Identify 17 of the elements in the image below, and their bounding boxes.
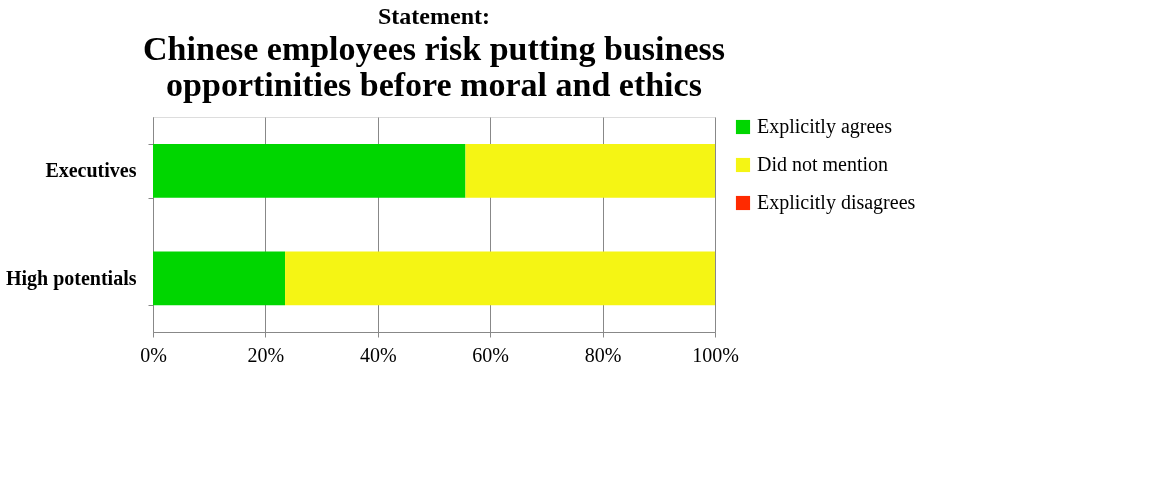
x-tick-label: 100% xyxy=(692,343,739,366)
chart-subtitle: Statement: xyxy=(378,3,490,29)
x-tick-label: 20% xyxy=(247,343,285,366)
bar xyxy=(465,143,715,198)
bar xyxy=(153,251,286,306)
legend-label: Did not mention xyxy=(757,153,889,175)
x-tick-label: 80% xyxy=(584,343,622,366)
x-tick-label: 60% xyxy=(472,343,510,366)
chart-title: Chinese employees risk putting business opportinities before moral and ethics xyxy=(143,30,725,103)
bar xyxy=(153,143,466,198)
bar xyxy=(285,251,715,306)
x-tick-label: 40% xyxy=(359,343,397,366)
legend-label: Explicitly agrees xyxy=(757,115,893,138)
x-tick-label: 0% xyxy=(140,343,167,366)
y-tick-label: Executives xyxy=(45,159,137,182)
legend-label: Explicitly disagrees xyxy=(757,191,916,214)
y-tick-label: High potentials xyxy=(5,266,137,290)
